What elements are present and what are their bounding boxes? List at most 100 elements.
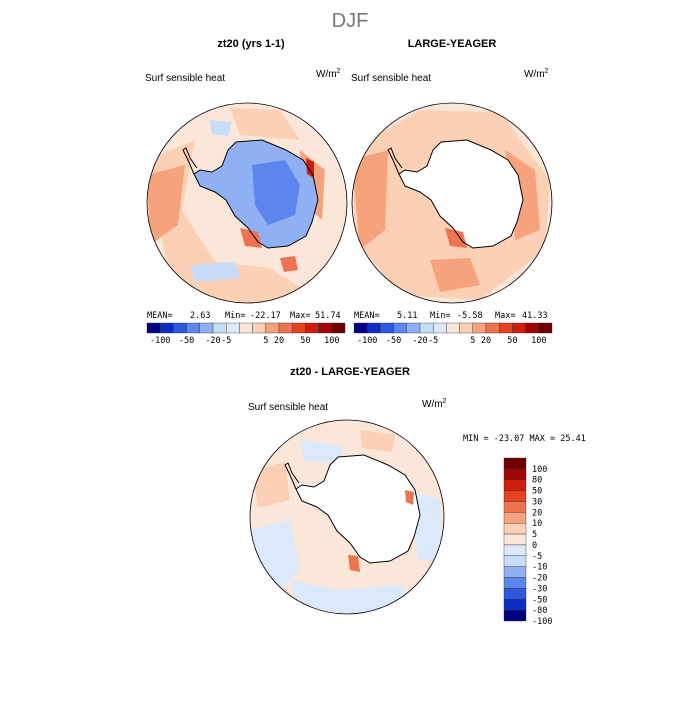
colorbar-tick-label: -20 [205,336,220,346]
stats-text: MIN = -23.07 MAX = 25.41 [463,434,586,444]
colorbar-tick-label: -20 [532,574,547,584]
map-peninsula [182,147,198,175]
units-base: W/m [524,69,545,80]
colorbar-tick-label: 80 [532,476,542,486]
colorbar-swatch [305,322,319,334]
colorbar-swatch [503,490,527,502]
colorbar-swatch [265,322,280,334]
colorbar-tick-label: -5 [221,336,231,346]
map-peninsula [387,147,403,175]
map-field-warm-sector [352,150,388,250]
stats-line: MEAN= 2.63 Min= -22.17 Max= 51.74 [147,311,341,321]
colorbar-swatch [186,322,201,334]
colorbar-zt20: -100 -50 -20 -5 5 20 50 100 [146,322,346,346]
colorbar-swatch [318,322,333,334]
variable-label: Surf sensible heat [248,402,328,413]
colorbar-tick-label: -5 [428,336,438,346]
map-field-cool-patch [190,262,240,282]
units-label: W/m2 [524,68,549,80]
colorbar-large-yeager: -100 -50 -20 -5 5 20 50 100 [353,322,553,346]
colorbar-tick-label: 100 [531,336,546,346]
colorbar-swatch [239,322,253,334]
colorbar-swatch [503,512,527,524]
colorbar-swatch [146,322,161,334]
map-peninsula [284,462,300,490]
colorbar-tick-label: -50 [386,336,401,346]
colorbar-tick-label: 10 [532,519,542,529]
mean-label: MEAN= [354,311,380,321]
colorbar-swatch [393,322,408,334]
colorbar-swatch [503,555,527,567]
colorbar-swatch [446,322,460,334]
map-field-warm-sector [230,108,300,140]
colorbar-swatch [503,577,527,589]
colorbar-tick-label: 50 [300,336,310,346]
max-label: Max= [495,311,515,321]
page-title: DJF [332,10,369,32]
colorbar-tick-label: -100 [150,336,170,346]
units-base: W/m [316,69,337,80]
variable-label: Surf sensible heat [351,73,431,84]
map-coastline [295,454,421,564]
map-field-warm-sector [147,165,185,245]
colorbar-swatch [503,599,527,611]
colorbar-tick-label: 100 [532,465,547,475]
panel-zt20: zt20 (yrs 1-1) Surf sensible heat W/m2 [145,38,348,346]
colorbar-swatch [503,501,527,513]
colorbar-swatch [292,322,306,334]
colorbar-swatch [499,322,513,334]
map-hotspot [348,555,360,572]
colorbar-tick-label: 20 [532,508,542,518]
min-label: Min= [225,311,245,321]
map-field-warm-sector [147,140,305,303]
map-field-warm-sector [360,430,395,452]
colorbar-tick-label: -30 [532,584,547,594]
map-rim [351,102,553,304]
colorbar-tick-label: 100 [324,336,339,346]
colorbar-tick-label: -10 [532,563,547,573]
colorbar-swatch [331,322,346,334]
map-zt20 [146,102,348,304]
map-hotspot [240,228,262,248]
colorbar-tick-label: -50 [532,595,547,605]
colorbar-tick-label: -50 [179,336,194,346]
colorbar-swatch [503,533,527,546]
colorbar-swatch [503,609,527,622]
colorbar-swatch [353,322,368,334]
colorbar-swatch [199,322,214,334]
colorbar-swatch [225,322,240,334]
colorbar-swatch [503,479,527,491]
map-field-warm-sector [430,258,480,292]
colorbar-swatch [159,322,174,334]
map-coastline [193,139,319,249]
colorbar-swatch [419,322,434,334]
map-antarctica-ice-dark [252,160,300,225]
colorbar-swatch [433,322,447,334]
colorbar-swatch [173,322,187,334]
min-label: Min= [430,311,450,321]
map-hotspot [445,228,467,248]
max-value: 41.33 [522,311,548,321]
units-base: W/m [422,399,443,410]
colorbar-swatch [503,523,527,535]
map-field-warm-sector [252,462,290,508]
colorbar-swatch [503,457,527,470]
max-label: Max= [290,311,310,321]
map-hotspot [280,256,298,272]
colorbar-swatch [459,322,474,334]
mean-value: 2.63 [190,311,210,321]
colorbar-swatch [406,322,421,334]
units-label: W/m2 [316,68,341,80]
units-exponent: 2 [337,68,341,75]
mean-value: 5.11 [397,311,417,321]
colorbar-swatch [525,322,539,334]
colorbar-tick-label: -20 [412,336,427,346]
map-antarctica [399,140,523,248]
colorbar-swatch [252,322,267,334]
map-hotspot [405,490,414,505]
panel-large-yeager: LARGE-YEAGER Surf sensible heat W/m2 MEA… [351,38,553,346]
colorbar-swatch [380,322,394,334]
colorbar-swatch [503,588,527,600]
panel-difference: zt20 - LARGE-YEAGER Surf sensible heat W… [248,366,586,627]
